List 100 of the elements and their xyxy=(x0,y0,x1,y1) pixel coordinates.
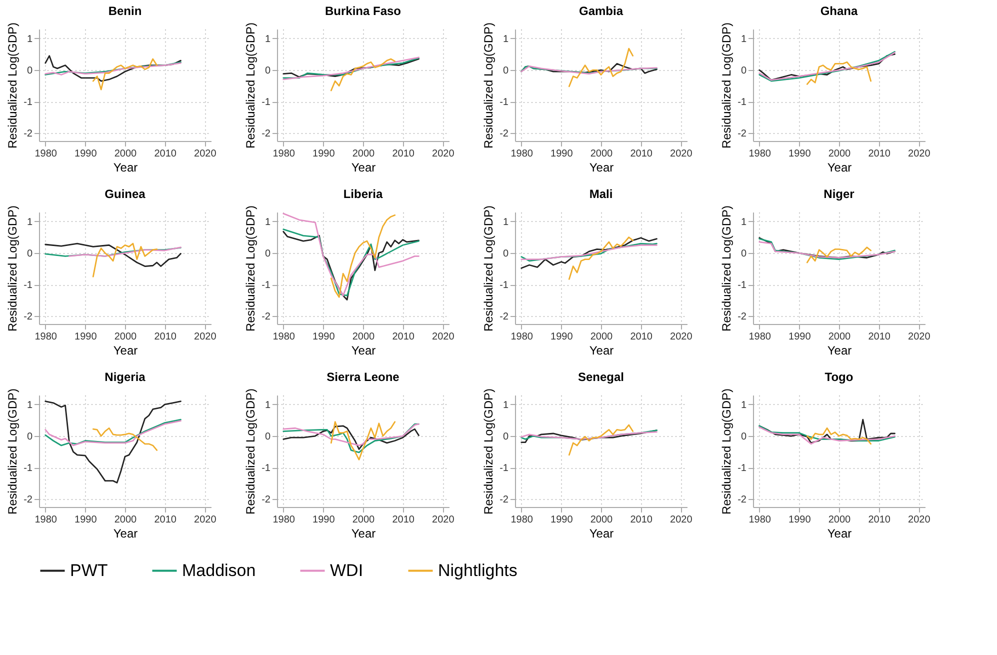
x-tick-label: 2020 xyxy=(432,332,455,342)
x-tick-label: 2000 xyxy=(352,148,376,160)
y-tick-label: 1 xyxy=(502,34,509,45)
line-series xyxy=(92,242,158,278)
y-tick-label: 1 xyxy=(26,34,33,45)
line-series xyxy=(44,55,182,82)
x-tick-label: 1980 xyxy=(510,514,534,526)
x-axis-title: Year xyxy=(589,526,614,540)
line-series xyxy=(330,214,396,298)
x-axis-title: Year xyxy=(351,160,376,174)
y-tick-label: 1 xyxy=(264,400,271,411)
x-axis-title: Year xyxy=(113,344,138,358)
chart-title: Burkina Faso xyxy=(324,4,402,18)
y-axis-title: Residualized Log(GDP) xyxy=(482,388,496,515)
chart-title: Liberia xyxy=(343,186,383,201)
x-tick-label: 2020 xyxy=(432,514,455,526)
y-tick-label: -2 xyxy=(738,494,747,506)
x-tick-label: 1980 xyxy=(272,332,296,342)
line-series xyxy=(330,58,396,92)
x-tick-label: 2000 xyxy=(114,148,138,160)
x-axis-title: Year xyxy=(113,526,138,540)
y-tick-label: 1 xyxy=(26,400,33,411)
x-tick-label: 1980 xyxy=(272,514,296,526)
x-axis-title: Year xyxy=(827,344,852,358)
x-tick-label: 2020 xyxy=(670,332,693,342)
y-axis-title: Residualized Log(GDP) xyxy=(482,22,496,149)
y-tick-label: 0 xyxy=(740,248,747,260)
y-tick-label: -1 xyxy=(500,280,509,292)
line-series xyxy=(44,242,182,267)
line-series xyxy=(330,421,396,460)
y-tick-label: -1 xyxy=(24,280,33,292)
y-tick-label: 0 xyxy=(26,248,33,260)
x-tick-label: 1980 xyxy=(510,148,534,160)
chart-title: Niger xyxy=(824,186,855,201)
x-tick-label: 2010 xyxy=(392,332,415,342)
x-tick-label: 2000 xyxy=(114,332,138,342)
line-series xyxy=(282,212,420,296)
y-axis-title: Residualized Log(GDP) xyxy=(244,22,258,149)
y-tick-label: -1 xyxy=(738,280,747,292)
y-axis-title: Residualized Log(GDP) xyxy=(720,22,734,149)
chart-title: Togo xyxy=(824,370,854,384)
x-tick-label: 1980 xyxy=(748,514,772,526)
x-axis-title: Year xyxy=(589,160,614,174)
x-tick-label: 2010 xyxy=(154,148,177,160)
y-tick-label: 1 xyxy=(740,216,747,228)
y-tick-label: -2 xyxy=(262,128,271,140)
x-tick-label: 1990 xyxy=(312,332,336,342)
y-axis-title: Residualized Log(GDP) xyxy=(720,205,734,332)
x-tick-label: 1990 xyxy=(74,148,98,160)
y-tick-label: 0 xyxy=(26,432,33,443)
y-tick-label: 1 xyxy=(740,34,747,45)
x-tick-label: 2020 xyxy=(908,332,931,342)
x-tick-label: 2020 xyxy=(194,514,217,526)
x-tick-label: 2010 xyxy=(154,514,177,526)
x-tick-label: 2020 xyxy=(432,148,455,160)
x-tick-label: 1990 xyxy=(788,332,812,342)
x-tick-label: 2010 xyxy=(630,514,653,526)
y-axis-title: Residualized Log(GDP) xyxy=(6,22,20,149)
x-tick-label: 2020 xyxy=(194,148,217,160)
chart-title: Mali xyxy=(589,186,613,201)
y-tick-label: -2 xyxy=(500,494,509,506)
x-tick-label: 2000 xyxy=(590,148,614,160)
y-tick-label: 0 xyxy=(740,432,747,443)
x-tick-label: 1980 xyxy=(510,332,534,342)
y-tick-label: -2 xyxy=(24,312,33,323)
x-tick-label: 2010 xyxy=(630,332,653,342)
x-tick-label: 2020 xyxy=(670,514,693,526)
x-tick-label: 1990 xyxy=(788,514,812,526)
x-tick-label: 2010 xyxy=(392,514,415,526)
y-axis-title: Residualized Log(GDP) xyxy=(6,388,20,515)
y-tick-label: 1 xyxy=(264,34,271,45)
x-tick-label: 2000 xyxy=(352,514,376,526)
y-tick-label: -1 xyxy=(262,280,271,292)
legend-label: PWT xyxy=(70,560,108,580)
chart-title: Gambia xyxy=(578,4,624,18)
x-tick-label: 1990 xyxy=(74,514,98,526)
x-tick-label: 1980 xyxy=(34,332,58,342)
x-tick-label: 2010 xyxy=(630,148,653,160)
y-tick-label: -2 xyxy=(262,494,271,506)
y-tick-label: -1 xyxy=(738,463,747,474)
line-series xyxy=(568,236,634,280)
y-tick-label: 1 xyxy=(264,216,271,228)
y-tick-label: 1 xyxy=(26,216,33,228)
line-series xyxy=(758,426,896,445)
line-series xyxy=(520,237,658,269)
x-tick-label: 2010 xyxy=(154,332,177,342)
y-tick-label: -1 xyxy=(500,97,509,108)
x-tick-label: 1990 xyxy=(312,148,336,160)
line-series xyxy=(758,425,896,442)
y-tick-label: 0 xyxy=(502,248,509,260)
line-series xyxy=(806,246,872,264)
x-tick-label: 1990 xyxy=(788,148,812,160)
x-tick-label: 1980 xyxy=(34,514,58,526)
y-tick-label: 0 xyxy=(264,66,271,77)
x-tick-label: 2000 xyxy=(352,332,376,342)
y-axis-title: Residualized Log(GDP) xyxy=(6,205,20,332)
line-series xyxy=(806,61,872,85)
x-tick-label: 1990 xyxy=(312,514,336,526)
x-tick-label: 2010 xyxy=(392,148,415,160)
chart-title: Benin xyxy=(108,4,142,18)
